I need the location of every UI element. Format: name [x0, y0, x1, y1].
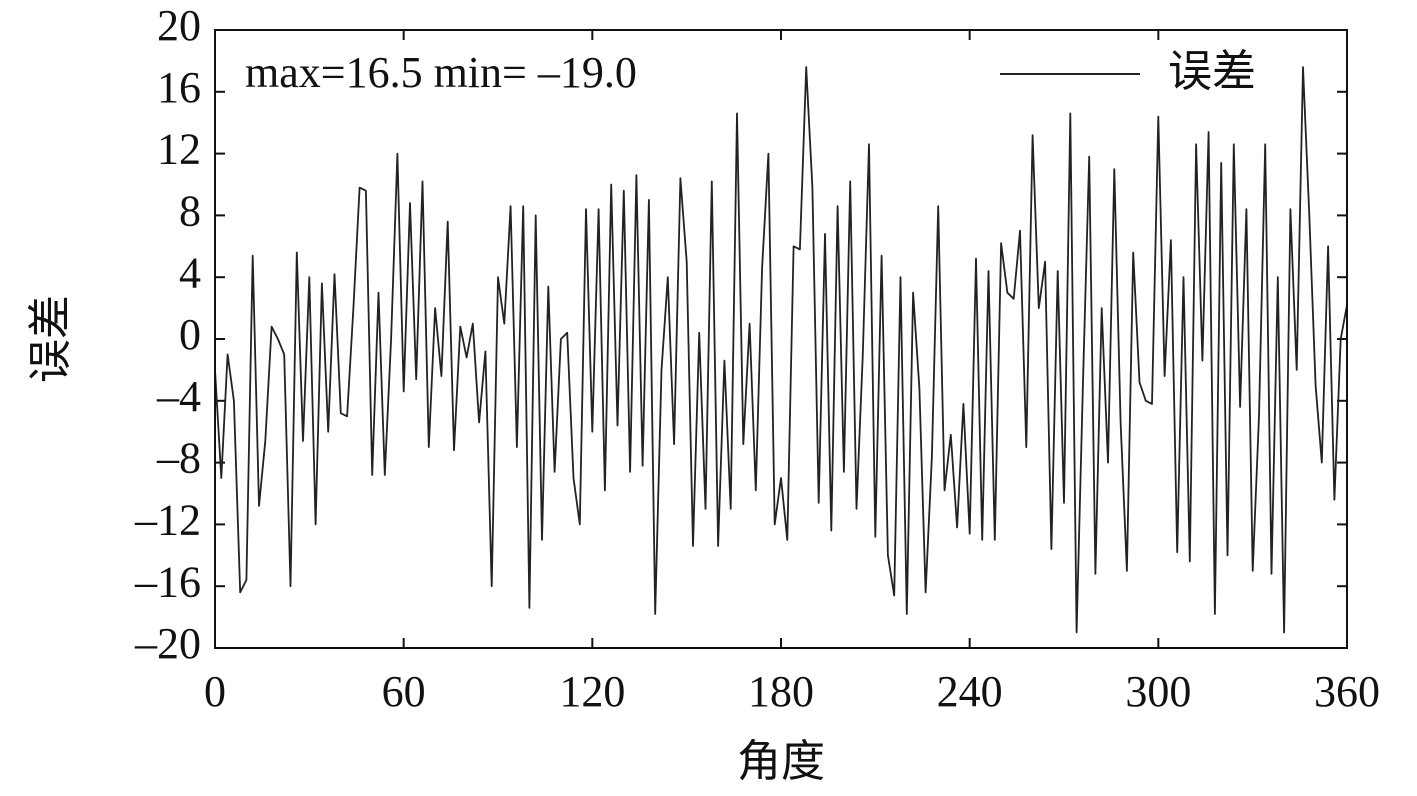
- legend-label: 误差: [1168, 47, 1256, 96]
- y-tick-label: 20: [157, 1, 201, 50]
- y-tick-label: –16: [134, 557, 201, 606]
- x-tick-label: 360: [1314, 667, 1380, 716]
- x-tick-label: 180: [748, 667, 814, 716]
- x-tick-label: 60: [382, 667, 426, 716]
- y-tick-label: –20: [134, 619, 201, 668]
- y-axis-label: 误差: [26, 295, 75, 383]
- y-tick-label: –12: [134, 495, 201, 544]
- plot-frame: [214, 29, 1348, 649]
- x-tick-label: 0: [204, 667, 226, 716]
- y-tick-label: 8: [179, 186, 201, 235]
- x-tick-label: 240: [937, 667, 1003, 716]
- y-tick-label: 4: [179, 248, 201, 297]
- y-tick-label: –4: [156, 372, 201, 421]
- x-tick-label: 300: [1125, 667, 1191, 716]
- annotation: max=16.5 min= –19.0: [245, 48, 637, 97]
- y-tick-label: 12: [157, 125, 201, 174]
- data-line: [214, 66, 1348, 634]
- x-axis-label: 角度: [737, 737, 825, 786]
- x-tick-label: 120: [559, 667, 625, 716]
- y-tick-label: 16: [157, 63, 201, 112]
- y-tick-label: –8: [156, 434, 201, 483]
- y-tick-label: 0: [179, 310, 201, 359]
